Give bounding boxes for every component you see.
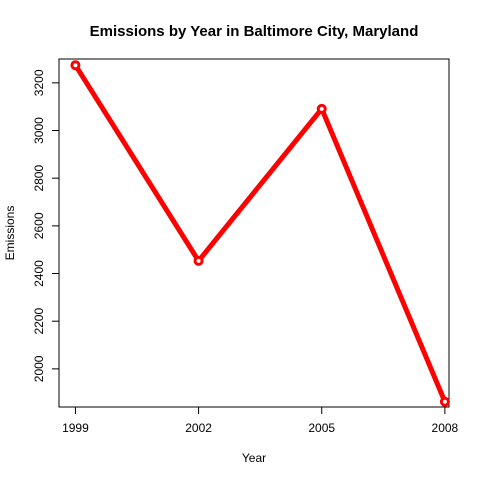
x-axis-title: Year: [242, 451, 266, 465]
data-point: [193, 255, 204, 266]
y-axis: 2000 2200 2400 2600 2800 3000 3200: [32, 69, 60, 382]
data-point: [316, 103, 327, 114]
x-tick-label: 2005: [308, 421, 335, 435]
chart-title: Emissions by Year in Baltimore City, Mar…: [90, 23, 419, 40]
y-tick-label: 2200: [32, 308, 46, 335]
y-tick-label: 2400: [32, 260, 46, 287]
y-tick-label: 3200: [32, 69, 46, 96]
x-tick-label: 1999: [62, 421, 89, 435]
data-point: [439, 396, 450, 407]
x-tick-label: 2002: [185, 421, 212, 435]
y-axis-title: Emissions: [3, 206, 17, 261]
series-line: [72, 62, 448, 405]
y-tick-label: 2800: [32, 165, 46, 192]
series-layer: [70, 60, 450, 407]
data-point: [70, 60, 81, 71]
y-tick-label: 3000: [32, 117, 46, 144]
x-tick-label: 2008: [432, 421, 459, 435]
y-tick-label: 2600: [32, 212, 46, 239]
x-axis: 1999 2002 2005 2008: [62, 406, 459, 435]
y-tick-label: 2000: [32, 355, 46, 382]
